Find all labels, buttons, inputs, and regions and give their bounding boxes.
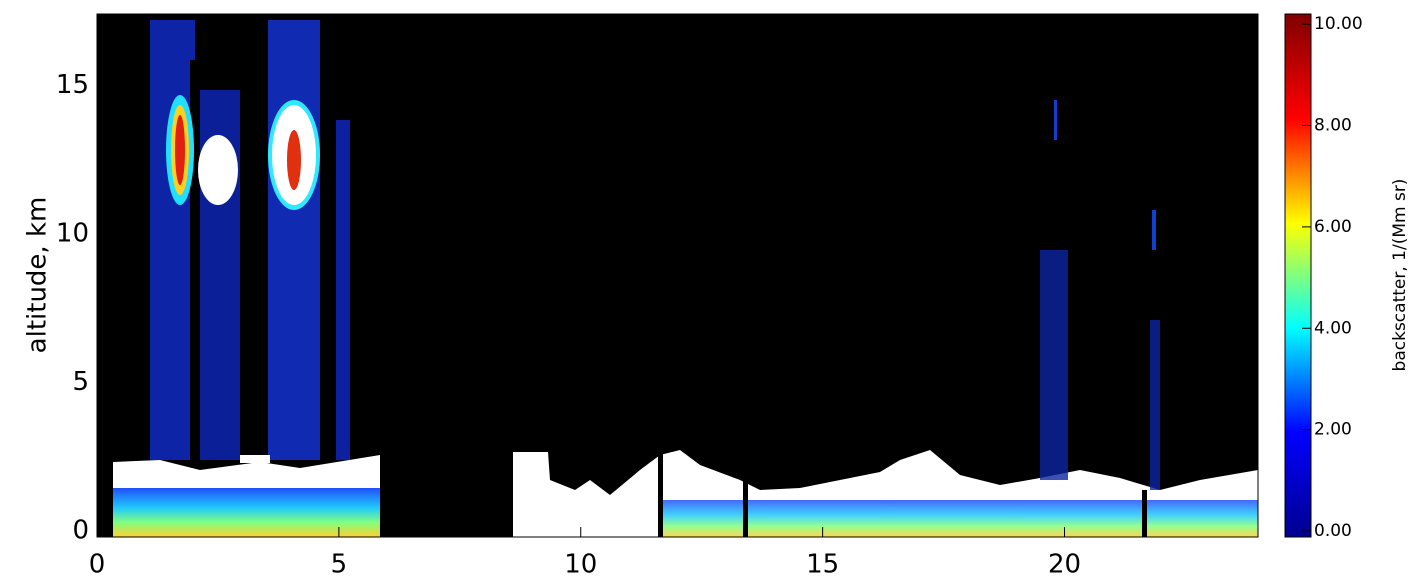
colorbar-tick-label: 2.00 — [1314, 420, 1352, 440]
plot-frame — [96, 13, 1259, 538]
x-tick-label: 0 — [89, 550, 106, 580]
colorbar-tick-label: 10.00 — [1314, 14, 1363, 34]
y-tick-label: 0 — [72, 516, 89, 546]
y-axis-label: altitude, km — [23, 197, 53, 354]
colorbar — [1284, 13, 1312, 538]
y-tick-label: 10 — [56, 218, 89, 248]
y-tick-label: 15 — [56, 70, 89, 100]
colorbar-tick-label: 0.00 — [1314, 521, 1352, 541]
x-tick-label: 15 — [806, 550, 839, 580]
colorbar-tick-label: 8.00 — [1314, 116, 1352, 136]
colorbar-label: backscatter, 1/(Mm sr) — [1390, 179, 1410, 372]
x-tick-label: 20 — [1048, 550, 1081, 580]
x-tick-label: 5 — [331, 550, 348, 580]
colorbar-tick-label: 6.00 — [1314, 217, 1352, 237]
colorbar-tick-label: 4.00 — [1314, 318, 1352, 338]
x-tick-label: 10 — [564, 550, 597, 580]
y-tick-label: 5 — [72, 367, 89, 397]
backscatter-image — [97, 14, 1258, 537]
